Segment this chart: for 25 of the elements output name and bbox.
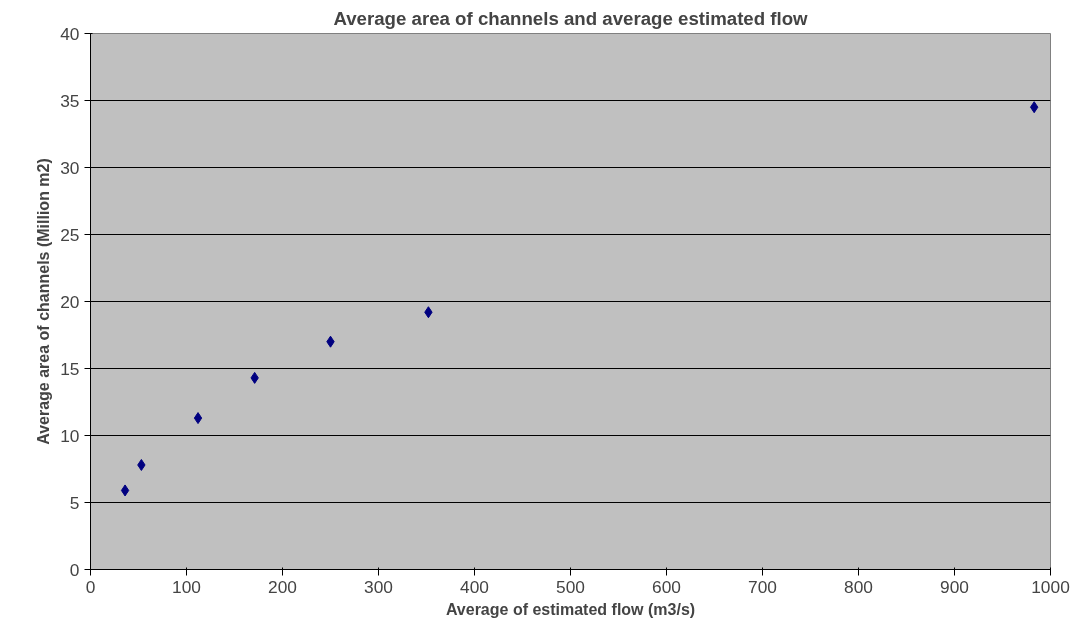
y-tick-label: 35 (60, 90, 80, 111)
y-tick-label: 15 (60, 358, 80, 379)
x-tick-label: 200 (268, 576, 297, 597)
y-axis-title: Average area of channels (Million m2) (35, 158, 53, 445)
y-tick-label: 10 (60, 425, 80, 446)
x-axis-title: Average of estimated flow (m3/s) (445, 600, 696, 618)
y-tick-label: 0 (69, 559, 80, 580)
x-tick-label: 900 (940, 576, 969, 597)
x-tick-label: 800 (844, 576, 873, 597)
x-tick-label: 600 (652, 576, 681, 597)
x-tick-label: 700 (748, 576, 777, 597)
y-tick-label: 30 (60, 157, 80, 178)
x-tick-label: 300 (364, 576, 393, 597)
chart-title: Average area of channels and average estimated flow (333, 7, 809, 29)
y-tick-label: 40 (60, 23, 80, 44)
x-tick-label: 0 (85, 576, 96, 597)
point (193, 412, 203, 425)
x-tick-label: 400 (460, 576, 489, 597)
x-tick-label: 500 (556, 576, 585, 597)
x-tick-label: 100 (172, 576, 201, 597)
point (120, 484, 130, 497)
y-tick-label: 20 (60, 291, 80, 312)
y-tick-label: 5 (69, 492, 80, 513)
x-tick-label: 1000 (1031, 576, 1070, 597)
y-tick-label: 25 (60, 224, 80, 245)
